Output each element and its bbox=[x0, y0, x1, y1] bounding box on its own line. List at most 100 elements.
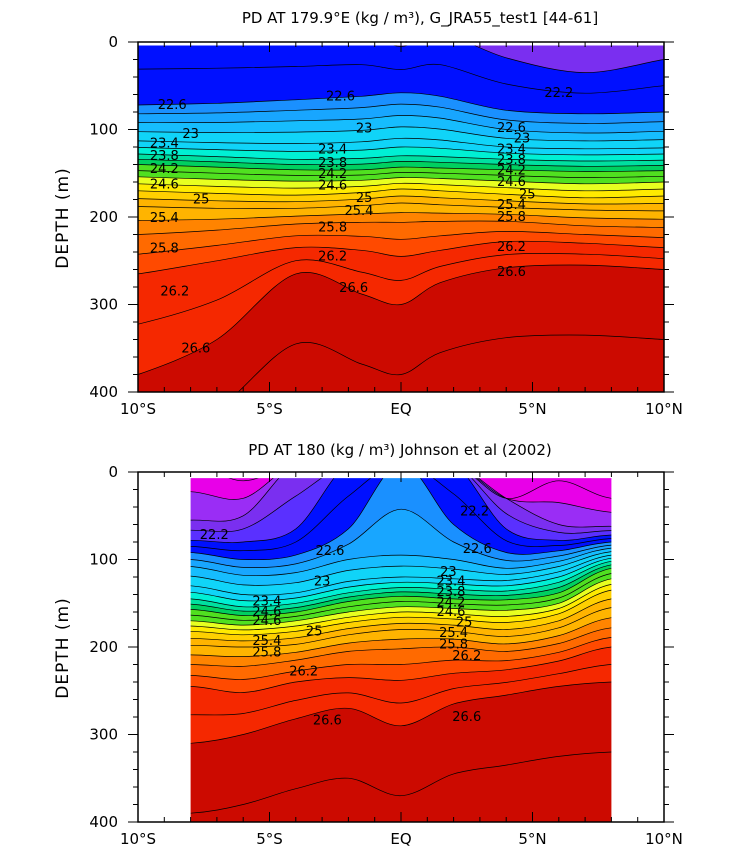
contour-line bbox=[190, 554, 612, 596]
x-tick-label: EQ bbox=[390, 830, 411, 848]
contour-label: 22.2 bbox=[544, 86, 573, 101]
contour-label: 24.2 bbox=[436, 595, 465, 610]
y-tick-label: 400 bbox=[89, 383, 118, 401]
y-tick-label: 200 bbox=[89, 638, 118, 656]
contour-label: 25.4 bbox=[252, 634, 281, 649]
contour-label: 25.8 bbox=[150, 242, 179, 257]
contour-line bbox=[138, 146, 664, 156]
fill-band bbox=[190, 751, 612, 822]
lower-panel-title: PD AT 180 (kg / m³) Johnson et al (2002) bbox=[248, 441, 551, 459]
contour-label: 23 bbox=[182, 127, 199, 142]
no-data-mask bbox=[611, 476, 612, 822]
contour-label: 25 bbox=[356, 191, 373, 206]
contour-label: 23.8 bbox=[150, 149, 179, 164]
contour-label: 25.8 bbox=[497, 210, 526, 225]
contour-label: 25.4 bbox=[344, 204, 373, 219]
contour-line bbox=[190, 627, 612, 667]
lower-y-axis-label: DEPTH (m) bbox=[53, 597, 73, 698]
contour-line bbox=[138, 137, 664, 150]
contour-line bbox=[190, 560, 612, 608]
contour-label: 23 bbox=[514, 131, 531, 146]
x-tick-label: 10°N bbox=[645, 830, 683, 848]
contour-line bbox=[190, 598, 612, 642]
contour-label: 26.2 bbox=[318, 249, 347, 264]
contour-label: 24.2 bbox=[150, 162, 179, 177]
contour-label: 23.4 bbox=[252, 595, 281, 610]
contour-line bbox=[138, 253, 664, 325]
x-tick-label: 10°S bbox=[120, 400, 156, 418]
contour-label: 26.2 bbox=[452, 649, 481, 664]
contour-line bbox=[138, 164, 664, 172]
contour-line bbox=[190, 476, 612, 513]
contour-line bbox=[190, 578, 612, 626]
contour-line bbox=[138, 202, 664, 212]
contour-line bbox=[138, 158, 664, 167]
x-tick-label: EQ bbox=[390, 400, 411, 418]
contour-label: 24.2 bbox=[497, 164, 526, 179]
upper-y-axis-label: DEPTH (m) bbox=[53, 167, 73, 268]
contour-label: 22.6 bbox=[463, 542, 492, 557]
contour-line bbox=[190, 583, 612, 631]
x-tick-label: 5°N bbox=[518, 830, 546, 848]
lower-density-section: PD AT 180 (kg / m³) Johnson et al (2002)… bbox=[53, 441, 683, 848]
contour-label: 26.6 bbox=[497, 265, 526, 280]
contour-label: 26.2 bbox=[497, 240, 526, 255]
contour-line bbox=[138, 220, 664, 235]
contour-line bbox=[190, 617, 612, 658]
upper-axes: 10°S 5°S EQ 5°N 10°N 0 100 200 300 400 bbox=[89, 33, 683, 418]
contour-line bbox=[138, 195, 664, 205]
contour-label: 22.6 bbox=[158, 98, 187, 113]
lower-contour-labels: 22.222.622.222.62323.424.624.62525.425.8… bbox=[200, 504, 492, 728]
contour-label: 23.4 bbox=[436, 574, 465, 589]
contour-line bbox=[138, 264, 664, 375]
contour-line bbox=[237, 334, 664, 392]
contour-label: 26.2 bbox=[160, 284, 189, 299]
contour-label: 23 bbox=[440, 565, 457, 580]
upper-panel-title: PD AT 179.9°E (kg / m³), G_JRA55_test1 [… bbox=[242, 9, 598, 28]
contour-line bbox=[190, 646, 612, 693]
contour-label: 23.4 bbox=[497, 143, 526, 158]
upper-density-section: PD AT 179.9°E (kg / m³), G_JRA55_test1 [… bbox=[53, 9, 683, 418]
y-tick-label: 100 bbox=[89, 121, 118, 139]
contour-line bbox=[190, 589, 612, 636]
no-data-mask bbox=[190, 476, 191, 822]
contour-label: 26.6 bbox=[339, 281, 368, 296]
contour-line bbox=[138, 176, 664, 185]
contour-label: 24.6 bbox=[497, 175, 526, 190]
contour-label: 25.8 bbox=[252, 645, 281, 660]
contour-label: 22.2 bbox=[460, 504, 489, 519]
contour-label: 24.6 bbox=[436, 605, 465, 620]
fill-band bbox=[238, 334, 664, 392]
contour-label: 22.6 bbox=[316, 544, 345, 559]
contour-line bbox=[138, 63, 664, 94]
contour-line bbox=[138, 182, 664, 192]
y-tick-label: 100 bbox=[89, 551, 118, 569]
contour-line bbox=[190, 607, 612, 648]
x-tick-label: 5°S bbox=[256, 400, 283, 418]
contour-line bbox=[190, 476, 612, 552]
contour-line bbox=[190, 636, 612, 680]
contour-label: 25.4 bbox=[497, 198, 526, 213]
contour-label: 22.6 bbox=[326, 89, 355, 104]
contour-label: 24.6 bbox=[318, 179, 347, 194]
contour-label: 24.6 bbox=[150, 178, 179, 193]
y-tick-label: 300 bbox=[89, 296, 118, 314]
contour-label: 23.4 bbox=[318, 143, 347, 158]
contour-line bbox=[190, 476, 612, 528]
contour-line bbox=[138, 103, 664, 124]
contour-line bbox=[138, 170, 664, 178]
contour-label: 24.2 bbox=[318, 167, 347, 182]
contour-label: 26.6 bbox=[313, 714, 342, 729]
contour-line bbox=[190, 508, 612, 569]
x-tick-label: 10°S bbox=[120, 830, 156, 848]
contour-line bbox=[138, 115, 664, 134]
x-tick-label: 5°S bbox=[256, 830, 283, 848]
contour-label: 26.2 bbox=[289, 665, 318, 680]
contour-label: 23 bbox=[314, 574, 331, 589]
contour-label: 23.4 bbox=[150, 137, 179, 152]
contour-line bbox=[190, 476, 612, 534]
y-tick-label: 200 bbox=[89, 208, 118, 226]
contour-label: 23 bbox=[356, 122, 373, 137]
contour-label: 23.8 bbox=[436, 585, 465, 600]
